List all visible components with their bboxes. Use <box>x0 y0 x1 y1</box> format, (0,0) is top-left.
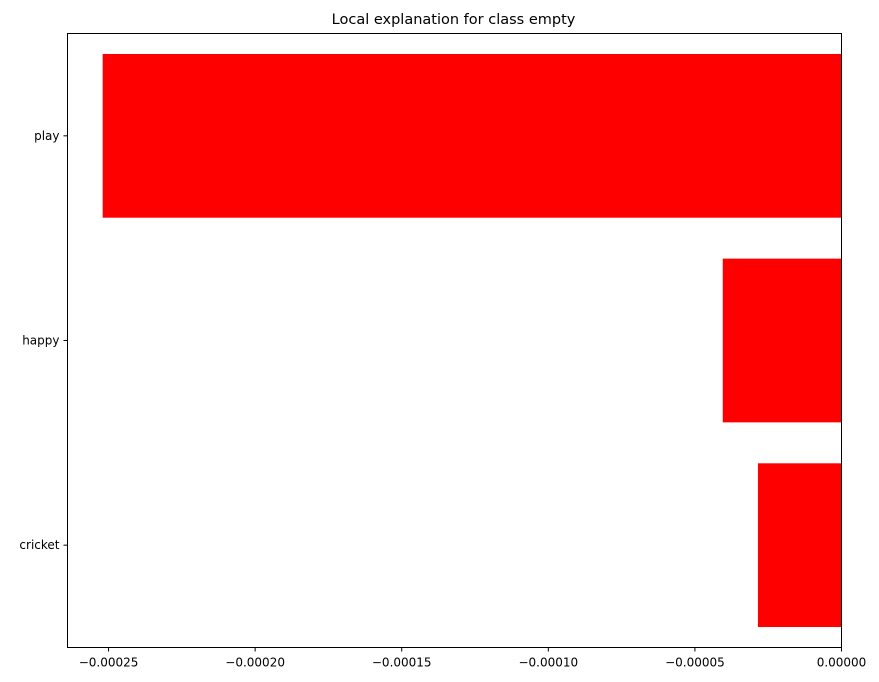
y-tick-label: play <box>34 129 59 143</box>
y-axis: play happy cricket <box>19 129 68 552</box>
bars-group <box>102 53 842 628</box>
x-tick-label: −0.00010 <box>518 656 578 670</box>
x-tick-label: −0.00025 <box>79 656 139 670</box>
bar-play <box>102 53 842 218</box>
x-tick-label: 0.00000 <box>817 656 867 670</box>
y-tick-label: cricket <box>19 538 59 552</box>
plot-frame <box>67 33 842 648</box>
x-axis: −0.00025 −0.00020 −0.00015 −0.00010 −0.00005… <box>79 647 867 670</box>
chart-title: Local explanation for class empty <box>332 12 576 28</box>
x-tick-label: −0.00020 <box>225 656 285 670</box>
bar-happy <box>722 258 842 423</box>
bar-cricket <box>757 463 842 628</box>
x-tick-label: −0.00015 <box>372 656 432 670</box>
x-tick-label: −0.00005 <box>665 656 725 670</box>
y-tick-label: happy <box>22 334 59 348</box>
